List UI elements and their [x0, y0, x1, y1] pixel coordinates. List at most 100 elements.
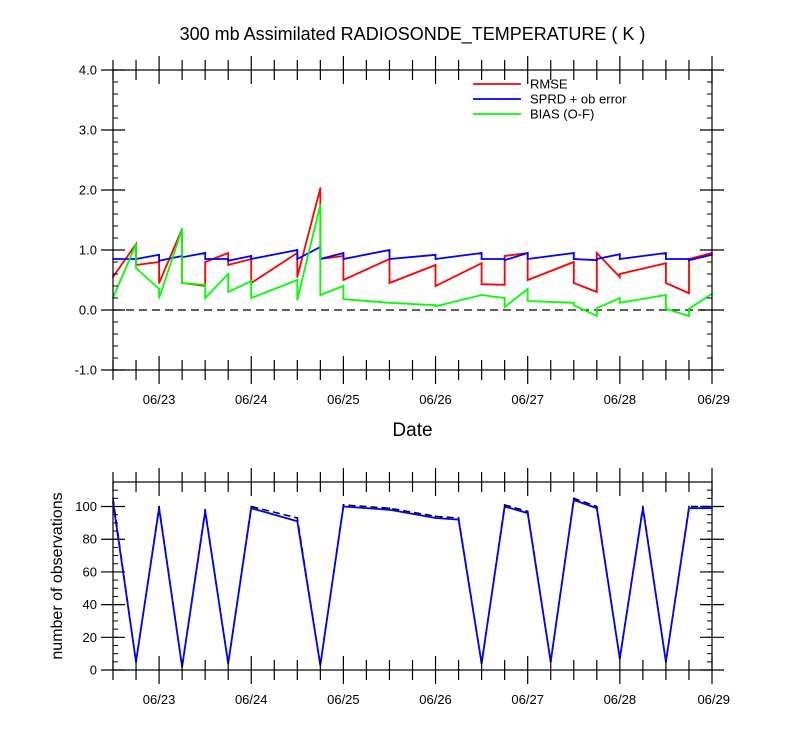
data-point	[618, 258, 621, 260]
x-tick-label: 06/29	[697, 392, 730, 407]
data-point	[204, 258, 207, 260]
data-point	[250, 505, 253, 508]
data-point	[572, 261, 575, 263]
data-point	[434, 285, 437, 287]
series-observations-used-	[112, 498, 713, 668]
data-point	[480, 283, 483, 286]
series-line	[113, 245, 713, 262]
data-point	[480, 262, 483, 265]
data-point	[158, 505, 160, 508]
data-point	[572, 301, 575, 304]
data-point	[572, 304, 575, 307]
x-tick-label: 06/24	[235, 392, 268, 407]
series-line	[112, 187, 713, 295]
data-point	[158, 259, 160, 262]
legend-label: RMSE	[530, 77, 568, 92]
data-point	[342, 503, 345, 506]
y-tick-label: 100	[75, 499, 97, 514]
data-point	[572, 258, 575, 260]
data-point	[480, 258, 483, 260]
data-point	[319, 204, 322, 206]
chart-title: 300 mb Assimilated RADIOSONDE_TEMPERATUR…	[180, 24, 646, 45]
data-point	[665, 258, 667, 260]
y-tick-label: 2.0	[79, 183, 97, 198]
data-point	[457, 518, 460, 521]
data-point	[158, 288, 160, 290]
series-rmse	[112, 187, 713, 295]
data-point	[618, 273, 621, 275]
y-tick-label: 80	[83, 532, 97, 547]
x-tick-label: 06/26	[419, 392, 452, 407]
x-tick-label: 06/25	[327, 392, 360, 407]
data-point	[595, 507, 598, 510]
data-point	[204, 252, 207, 254]
y-tick-label: 4.0	[79, 63, 97, 78]
x-tick-label: 06/26	[419, 692, 452, 707]
data-point	[296, 520, 299, 523]
panel-1: 300 mb Assimilated RADIOSONDE_TEMPERATUR…	[75, 24, 730, 441]
data-point	[319, 294, 322, 296]
data-point	[227, 259, 230, 262]
data-point	[572, 252, 575, 254]
data-point	[204, 508, 207, 511]
data-point	[296, 276, 299, 278]
data-point	[227, 252, 230, 254]
data-point	[641, 507, 644, 510]
x-tick-label: 06/24	[235, 692, 268, 707]
series-line	[112, 204, 713, 318]
data-point	[618, 253, 621, 256]
x-tick-label: 06/25	[327, 692, 360, 707]
x-tick-label: 06/28	[604, 392, 637, 407]
legend-label: SPRD + ob error	[530, 92, 627, 107]
series-sprd-ob-error	[112, 245, 713, 262]
data-point	[665, 307, 667, 310]
x-tick-label: 06/23	[143, 692, 176, 707]
data-point	[204, 510, 207, 513]
data-point	[688, 315, 690, 317]
data-point	[526, 512, 529, 514]
data-point	[250, 507, 253, 510]
data-point	[503, 259, 506, 262]
data-point	[595, 307, 598, 310]
data-point	[158, 297, 160, 299]
data-point	[135, 267, 137, 269]
panel-2: 0 20 40 60 80 100 06/23 06/24 06/25 06/26 06/27 06/…	[49, 468, 730, 707]
x-axis-label: Date	[392, 420, 432, 441]
y-tick-label: -1.0	[75, 363, 97, 378]
data-point	[296, 298, 299, 301]
data-point	[158, 507, 160, 510]
data-point	[434, 305, 437, 308]
data-point	[572, 499, 575, 501]
data-point	[434, 264, 437, 266]
data-point	[434, 515, 437, 518]
data-point	[158, 282, 160, 284]
data-point	[688, 292, 690, 295]
data-point	[688, 259, 690, 262]
data-point	[296, 279, 299, 281]
data-point	[388, 507, 391, 510]
data-point	[342, 285, 345, 287]
data-point	[503, 503, 506, 506]
data-point	[595, 505, 598, 508]
y-tick-label: 0.0	[79, 303, 97, 318]
data-point	[480, 294, 483, 296]
y-axis-label: number of observations	[49, 492, 66, 659]
data-point	[250, 255, 253, 257]
data-point	[434, 253, 437, 256]
series-line	[112, 498, 712, 667]
y-tick-label: 60	[83, 564, 97, 579]
data-point	[204, 261, 207, 263]
data-point	[135, 243, 137, 245]
data-point	[181, 282, 184, 284]
data-point	[227, 264, 230, 266]
data-point	[665, 282, 667, 284]
data-point	[204, 297, 207, 299]
data-point	[526, 252, 529, 254]
data-point	[503, 306, 506, 308]
data-point	[503, 283, 506, 286]
data-point	[227, 291, 230, 293]
data-point	[319, 187, 322, 190]
data-point	[296, 258, 299, 260]
data-point	[388, 282, 391, 284]
